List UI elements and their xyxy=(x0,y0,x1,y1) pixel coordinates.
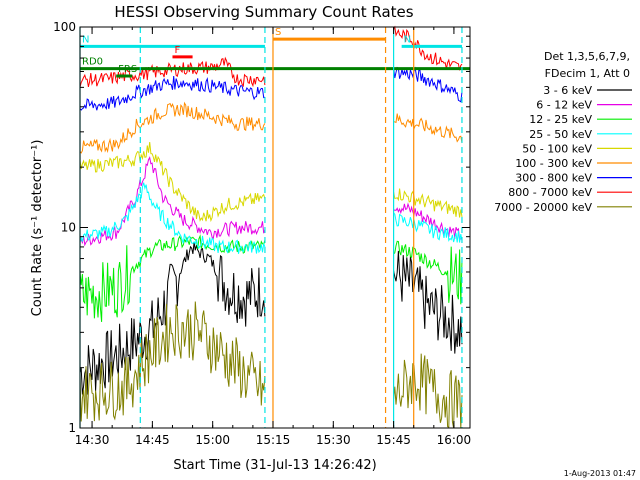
y-tick-label: 1 xyxy=(68,421,76,435)
y-tick-label: 10 xyxy=(61,221,76,235)
series-line-50-100-kev xyxy=(393,188,463,218)
legend-label-100-300-kev: 100 - 300 keV xyxy=(515,157,592,170)
series-100-300-kev xyxy=(79,101,463,154)
legend-label-12-25-kev: 12 - 25 keV xyxy=(529,113,592,126)
x-tick-label: 15:15 xyxy=(256,433,291,447)
legend-label-800-7000-kev: 800 - 7000 keV xyxy=(508,186,592,199)
series-line-800-7000-kev xyxy=(393,25,463,71)
flag-label-rd0: RD0 xyxy=(82,57,103,68)
y-axis-label: Count Rate (s⁻¹ detector⁻¹) xyxy=(30,140,45,317)
x-tick-label: 16:00 xyxy=(437,433,472,447)
flag-label-n: N xyxy=(404,34,411,45)
legend-header-line-1: Det 1,3,5,6,7,9, xyxy=(544,50,630,63)
series-line-25-50-kev xyxy=(393,212,463,243)
series-line-100-300-kev xyxy=(393,113,463,144)
series-line-6-12-kev xyxy=(79,156,266,247)
series-line-12-25-kev xyxy=(393,240,463,305)
legend-header-line-2: FDecim 1, Att 0 xyxy=(545,67,630,80)
legend-label-300-800-kev: 300 - 800 keV xyxy=(515,172,592,185)
series-3-6-kev xyxy=(79,242,463,395)
x-tick-label: 15:00 xyxy=(195,433,230,447)
series-line-7000-20000-kev xyxy=(393,353,463,429)
flag-layer: N N S F RD0 FRS xyxy=(80,27,470,78)
y-tick-label: 100 xyxy=(53,20,76,34)
x-tick-label: 15:30 xyxy=(316,433,351,447)
series-line-6-12-kev xyxy=(393,202,463,240)
series-line-7000-20000-kev xyxy=(79,301,266,422)
x-tick-label: 14:30 xyxy=(75,433,110,447)
x-tick-label: 15:45 xyxy=(376,433,411,447)
date-stamp: 1-Aug-2013 01:47 xyxy=(564,469,636,478)
series-layer xyxy=(79,25,463,429)
series-50-100-kev xyxy=(79,141,463,223)
chart-title: HESSI Observing Summary Count Rates xyxy=(114,3,413,21)
x-axis-label: Start Time (31-Jul-13 14:26:42) xyxy=(173,458,376,473)
legend-label-25-50-kev: 25 - 50 keV xyxy=(529,128,592,141)
axis-layer: 14:30 14:45 15:00 15:15 15:30 15:45 16:00 1 10 10… xyxy=(53,20,471,447)
series-7000-20000-kev xyxy=(79,301,463,429)
series-6-12-kev xyxy=(79,156,463,247)
series-300-800-kev xyxy=(79,66,463,111)
marker-layer xyxy=(79,27,463,428)
legend-label-50-100-kev: 50 - 100 keV xyxy=(522,142,592,155)
flag-label-s: S xyxy=(275,27,281,38)
flag-label-n: N xyxy=(82,34,89,45)
series-line-100-300-kev xyxy=(79,101,266,154)
x-tick-label: 14:45 xyxy=(135,433,170,447)
series-line-3-6-kev xyxy=(393,250,463,354)
legend-label-3-6-kev: 3 - 6 keV xyxy=(543,84,592,97)
series-25-50-kev xyxy=(79,182,463,254)
legend-label-7000-20000-kev: 7000 - 20000 keV xyxy=(494,201,592,214)
series-line-300-800-kev xyxy=(79,76,266,111)
series-line-300-800-kev xyxy=(393,66,463,103)
flag-label-frs: FRS xyxy=(118,64,137,75)
flag-label-f: F xyxy=(174,45,180,56)
series-line-800-7000-kev xyxy=(79,56,266,88)
series-line-12-25-kev xyxy=(79,234,266,322)
series-12-25-kev xyxy=(79,234,463,322)
series-line-50-100-kev xyxy=(79,141,266,223)
legend-label-6-12-kev: 6 - 12 keV xyxy=(536,99,592,112)
series-line-25-50-kev xyxy=(79,182,266,254)
series-line-3-6-kev xyxy=(79,242,266,395)
